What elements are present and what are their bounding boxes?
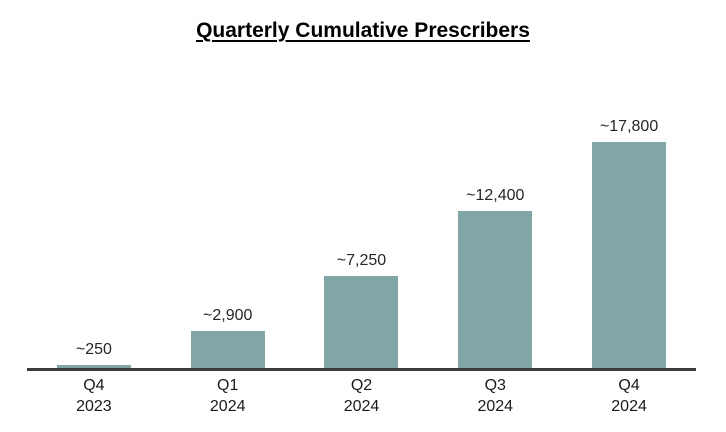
x-axis-line: [27, 368, 696, 371]
bar-group: ~12,400: [428, 47, 562, 368]
bar-group: ~250: [27, 47, 161, 368]
bar: [56, 365, 131, 368]
tick-quarter: Q3: [484, 377, 506, 394]
x-axis-labels: Q4 2023 Q1 2024 Q2 2024 Q3 2024 Q4 2024: [27, 375, 696, 417]
bar-group: ~7,250: [295, 47, 429, 368]
bar: [592, 142, 667, 368]
x-tick-label: Q2 2024: [295, 375, 429, 417]
chart-title: Quarterly Cumulative Prescribers: [196, 19, 530, 42]
bar-value-label: ~7,250: [336, 252, 387, 269]
bar: [458, 211, 533, 368]
x-tick-label: Q4 2024: [562, 375, 696, 417]
bar-value-label: ~2,900: [203, 307, 253, 324]
tick-year: 2024: [477, 398, 514, 415]
bar: [324, 276, 399, 368]
tick-year: 2024: [209, 398, 246, 415]
bar-value-label: ~17,800: [599, 118, 659, 135]
bar-value-label: ~250: [75, 341, 112, 358]
tick-quarter: Q4: [83, 377, 105, 394]
tick-quarter: Q2: [350, 377, 373, 394]
tick-year: 2023: [76, 398, 112, 415]
plot-area: ~250 ~2,900 ~7,250 ~12,400 ~17,800: [27, 47, 696, 368]
x-tick-label: Q1 2024: [161, 375, 295, 417]
x-tick-label: Q4 2023: [27, 375, 161, 417]
tick-year: 2024: [611, 398, 647, 415]
x-tick-label: Q3 2024: [428, 375, 562, 417]
bar-group: ~17,800: [562, 47, 696, 368]
bar-group: ~2,900: [161, 47, 295, 368]
bar-value-label: ~12,400: [466, 187, 525, 204]
bar: [190, 331, 265, 368]
tick-quarter: Q1: [217, 377, 239, 394]
tick-year: 2024: [343, 398, 380, 415]
tick-quarter: Q4: [618, 377, 640, 394]
